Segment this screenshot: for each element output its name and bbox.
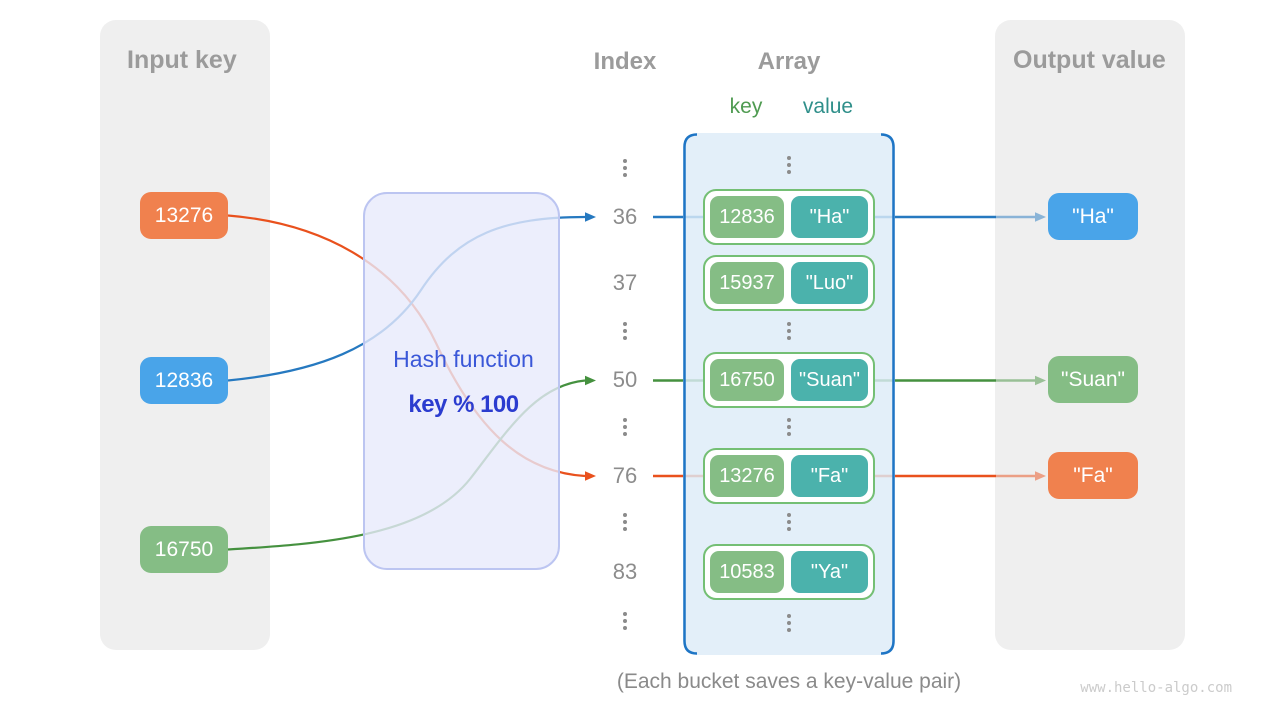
ellipsis-icon	[787, 156, 791, 174]
ellipsis-icon	[623, 418, 627, 436]
input-key-16750: 16750	[140, 526, 228, 573]
arrowhead-output-suan	[1035, 375, 1046, 386]
hash-function-formula: key % 100	[408, 391, 519, 418]
key-column-label: key	[729, 95, 763, 118]
bucket-value: "Ya"	[791, 551, 868, 593]
output-panel-title: Output value	[1013, 46, 1166, 74]
ellipsis-icon	[623, 159, 627, 177]
value-column-label: value	[802, 95, 854, 118]
input-panel-title: Input key	[127, 46, 237, 74]
arrowhead-output-ha	[1035, 212, 1046, 222]
bucket-row: 13276 "Fa"	[703, 448, 875, 504]
ellipsis-icon	[787, 513, 791, 531]
array-column-header: Array	[757, 48, 821, 75]
input-key-12836: 12836	[140, 357, 228, 404]
index-83: 83	[612, 559, 638, 584]
watermark: www.hello-algo.com	[1080, 680, 1232, 696]
input-key-13276: 13276	[140, 192, 228, 239]
index-37: 37	[612, 270, 638, 295]
bucket-value: "Fa"	[791, 455, 868, 497]
index-36: 36	[612, 204, 638, 229]
index-column-header: Index	[593, 48, 657, 75]
bucket-key: 15937	[710, 262, 784, 304]
bucket-key: 16750	[710, 359, 784, 401]
ellipsis-icon	[787, 614, 791, 632]
bucket-row: 16750 "Suan"	[703, 352, 875, 408]
bucket-key: 12836	[710, 196, 784, 238]
arrowhead-index-36	[585, 212, 596, 222]
hash-function-title: Hash function	[393, 346, 534, 372]
bucket-value: "Suan"	[791, 359, 868, 401]
arrowhead-index-76	[585, 471, 596, 481]
ellipsis-icon	[787, 322, 791, 340]
bucket-row: 15937 "Luo"	[703, 255, 875, 311]
bucket-row: 12836 "Ha"	[703, 189, 875, 245]
ellipsis-icon	[623, 322, 627, 340]
bucket-key: 10583	[710, 551, 784, 593]
output-value-panel	[995, 20, 1185, 650]
bucket-row: 10583 "Ya"	[703, 544, 875, 600]
ellipsis-icon	[623, 513, 627, 531]
figure-caption: (Each bucket saves a key-value pair)	[616, 670, 962, 693]
bucket-value: "Ha"	[791, 196, 868, 238]
output-value-fa: "Fa"	[1048, 452, 1138, 499]
index-76: 76	[612, 463, 638, 488]
output-value-ha: "Ha"	[1048, 193, 1138, 240]
ellipsis-icon	[787, 418, 791, 436]
array-bracket-left	[683, 133, 698, 655]
arrowhead-index-50	[585, 375, 596, 386]
hash-function-box	[363, 192, 560, 570]
index-50: 50	[612, 367, 638, 392]
ellipsis-icon	[623, 612, 627, 630]
bucket-value: "Luo"	[791, 262, 868, 304]
array-bracket-right	[880, 133, 895, 655]
arrowhead-output-fa	[1035, 471, 1046, 481]
bucket-key: 13276	[710, 455, 784, 497]
output-value-suan: "Suan"	[1048, 356, 1138, 403]
